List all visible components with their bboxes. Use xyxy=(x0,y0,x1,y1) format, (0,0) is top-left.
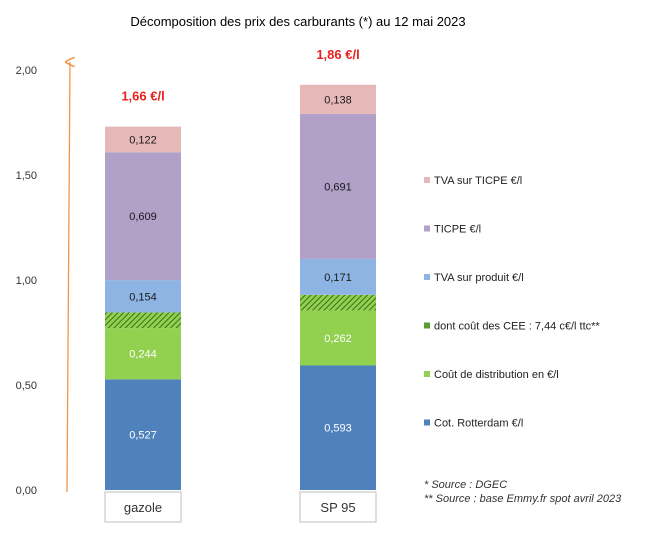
bar-total-label: 1,66 €/l xyxy=(121,89,164,104)
y-axis-ticks: 0,00 0,50 1,00 1,50 2,00 xyxy=(16,65,37,497)
bar-segment xyxy=(300,294,376,311)
legend-swatch xyxy=(424,225,430,232)
bar-data-label: 0,122 xyxy=(129,134,157,146)
bars: 0,527 0,244 0,154 0,609 0,122 1,66 €/l gazole 0… xyxy=(104,47,377,523)
y-tick-label: 0,50 xyxy=(16,380,37,392)
bar-segment xyxy=(300,258,376,295)
chart-title: Décomposition des prix des carburants (*… xyxy=(130,14,465,29)
legend-entry: TVA sur produit €/l xyxy=(434,272,524,284)
bar-segment xyxy=(105,126,181,153)
y-tick-label: 0,00 xyxy=(16,485,37,497)
bar-data-label: 0,691 xyxy=(324,181,352,193)
legend-swatch xyxy=(424,322,430,329)
bar-segment xyxy=(300,84,376,114)
bar-segment xyxy=(105,312,181,329)
y-tick-label: 1,50 xyxy=(16,170,37,182)
bar-segment xyxy=(105,379,181,490)
bar-segment xyxy=(105,328,181,380)
bar-segment xyxy=(105,152,181,281)
category-box xyxy=(104,491,182,523)
legend-swatch xyxy=(424,177,430,183)
bar-data-label: 0,138 xyxy=(324,94,352,106)
bar-segment xyxy=(300,365,376,490)
legend-entry: dont coût des CEE : 7,44 c€/l ttc** xyxy=(434,321,600,333)
bar-data-label: 0,154 xyxy=(129,291,157,303)
legend-swatch xyxy=(424,419,430,426)
source-note: ** Source : base Emmy.fr spot avril 2023 xyxy=(424,493,622,505)
bar-segment xyxy=(300,113,376,259)
bar-data-label: 0,244 xyxy=(129,349,157,361)
bar-data-label: 0,262 xyxy=(324,333,352,345)
bar-data-label: 0,593 xyxy=(324,423,352,435)
category-label: gazole xyxy=(124,500,162,515)
y-axis-arrow xyxy=(67,62,70,493)
bar-segment xyxy=(300,310,376,366)
bar-segment xyxy=(105,280,181,313)
legend-entry: TICPE €/l xyxy=(434,224,481,236)
source-notes: * Source : DGEC ** Source : base Emmy.fr … xyxy=(424,479,622,505)
legend-entry: Cot. Rotterdam €/l xyxy=(434,418,523,430)
legend-swatch xyxy=(424,274,430,280)
legend: TVA sur TICPE €/l TICPE €/l TVA sur produi… xyxy=(424,175,600,430)
category-box xyxy=(299,491,377,523)
legend-swatch xyxy=(424,371,430,377)
bar-data-label: 0,527 xyxy=(129,430,157,442)
y-tick-label: 1,00 xyxy=(16,275,37,287)
legend-entry: TVA sur TICPE €/l xyxy=(434,175,522,187)
source-note: * Source : DGEC xyxy=(424,479,507,491)
legend-entry: Coût de distribution en €/l xyxy=(434,369,559,381)
bar-total-label: 1,86 €/l xyxy=(316,47,359,62)
category-label: SP 95 xyxy=(320,500,355,515)
bar-data-label: 0,171 xyxy=(324,272,352,284)
y-tick-label: 2,00 xyxy=(16,65,37,77)
bar-data-label: 0,609 xyxy=(129,211,157,223)
